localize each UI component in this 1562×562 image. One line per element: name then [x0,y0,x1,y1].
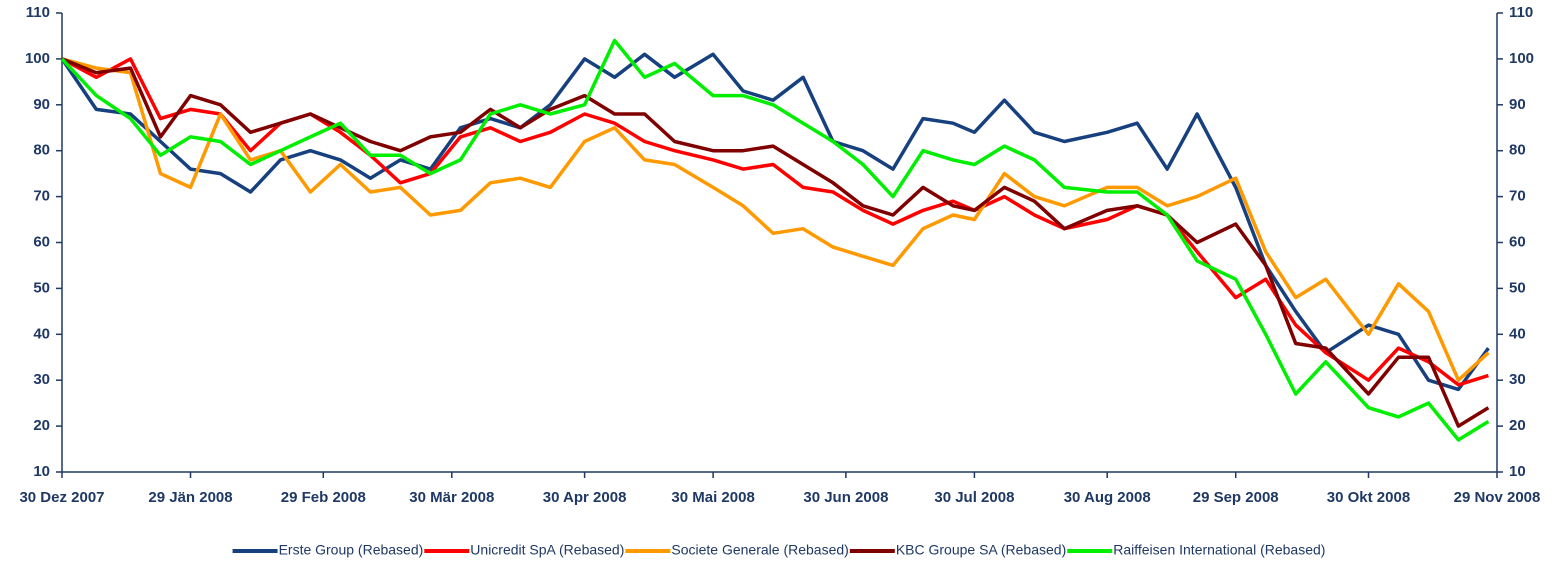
y-tick-label: 110 [26,4,50,21]
y-tick-label: 10 [33,463,50,480]
y2-tick-label: 60 [1509,233,1526,250]
y-tick-label: 40 [33,325,50,342]
y2-tick-label: 70 [1509,188,1526,205]
series-line [60,52,1490,392]
legend-label: Unicredit SpA (Rebased) [470,542,624,558]
y2-tick-label: 50 [1509,279,1526,296]
y-tick-label: 50 [33,279,50,296]
y2-tick-label: 40 [1509,325,1526,342]
legend-label: Societe Generale (Rebased) [671,542,848,558]
y2-tick-label: 90 [1509,96,1526,113]
x-tick-label: 30 Aug 2008 [1064,489,1151,506]
y-tick-label: 60 [33,233,50,250]
x-tick-label: 29 Jän 2008 [148,489,232,506]
x-tick-label: 29 Feb 2008 [281,489,366,506]
legend-label: Raiffeisen International (Rebased) [1113,542,1325,558]
y-tick-label: 70 [33,188,50,205]
series-line [61,57,1490,428]
y-tick-label: 80 [33,142,50,159]
x-tick-label: 29 Sep 2008 [1193,489,1279,506]
y2-tick-label: 80 [1509,142,1526,159]
y2-tick-label: 100 [1509,50,1534,67]
y2-tick-label: 10 [1509,463,1526,480]
x-tick-label: 30 Dez 2007 [19,489,104,506]
y2-tick-label: 110 [1509,4,1533,21]
x-tick-label: 30 Okt 2008 [1327,489,1410,506]
x-tick-label: 30 Mai 2008 [671,489,754,506]
legend-label: KBC Groupe SA (Rebased) [896,542,1066,558]
x-tick-label: 30 Apr 2008 [543,489,627,506]
legend-label: Erste Group (Rebased) [279,542,424,558]
x-tick-label: 30 Jun 2008 [803,489,888,506]
y-tick-label: 100 [25,50,50,67]
x-tick-label: 29 Nov 2008 [1454,489,1541,506]
series-line [60,38,1490,442]
y-tick-label: 90 [33,96,50,113]
series-line [61,57,1490,382]
y-tick-label: 30 [33,371,50,388]
x-tick-label: 30 Jul 2008 [934,489,1014,506]
y2-tick-label: 30 [1509,371,1526,388]
y-tick-label: 20 [33,417,50,434]
y2-tick-label: 20 [1509,417,1526,434]
x-tick-label: 30 Mär 2008 [409,489,494,506]
